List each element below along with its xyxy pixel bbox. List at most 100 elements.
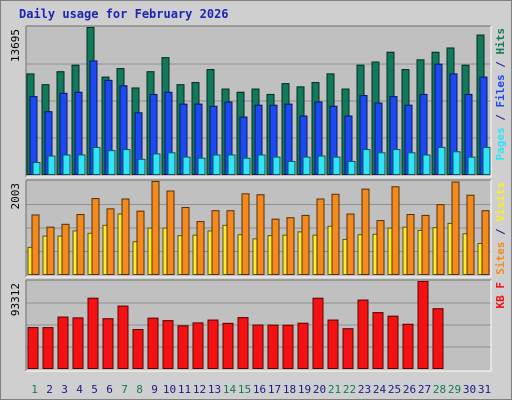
- bar-kb-f-day-19-edge: [297, 322, 309, 369]
- bar-pages-day-11: [182, 156, 191, 175]
- bar-sites-day-21-fill: [331, 193, 340, 275]
- bar-pages-day-26-fill: [407, 152, 416, 175]
- bar-sites-day-22-fill: [346, 213, 355, 275]
- bar-kb-f-day-14-fill: [222, 322, 234, 369]
- bar-sites-day-22-edge: [346, 213, 355, 275]
- day-tick-label: 7: [121, 383, 128, 396]
- bar-pages-day-31: [482, 146, 491, 176]
- bar-sites-day-27-edge: [421, 214, 430, 275]
- day-tick-label: 19: [298, 383, 311, 396]
- bar-kb-f-day-8-edge: [132, 329, 144, 369]
- bar-files-day-20-fill: [314, 101, 323, 175]
- bar-sites-day-20-fill: [316, 198, 325, 275]
- bar-kb-f-day-8-fill: [132, 329, 144, 369]
- bar-kb-f-day-25-fill: [387, 315, 399, 369]
- bar-pages-day-22-fill: [347, 160, 356, 175]
- bar-kb-f-day-28-fill: [432, 308, 444, 369]
- bar-pages-day-27-edge: [422, 154, 431, 176]
- bar-sites-day-30-edge: [466, 194, 475, 276]
- bar-pages-day-31-fill: [482, 146, 491, 175]
- bar-sites-day-14-fill: [226, 210, 235, 275]
- bar-sites-day-20: [316, 198, 325, 275]
- bar-files-day-18-fill: [284, 103, 293, 175]
- bar-kb-f-day-6-edge: [102, 318, 114, 370]
- bar-pages-day-7-edge: [122, 149, 131, 175]
- bar-kb-f-day-27-edge: [417, 281, 429, 369]
- bar-sites-day-23-fill: [361, 188, 370, 275]
- bar-pages-day-29-fill: [452, 151, 461, 175]
- day-tick-label: 25: [388, 383, 401, 396]
- day-tick-label: 28: [433, 383, 446, 396]
- bar-sites-day-24-fill: [376, 220, 385, 275]
- bar-kb-f-day-8: [132, 329, 144, 369]
- bar-pages-day-10: [167, 152, 176, 176]
- bar-sites-day-6-fill: [106, 208, 115, 275]
- bar-files-day-14-fill: [224, 101, 233, 175]
- bar-pages-day-30: [467, 156, 476, 175]
- bar-kb-f-day-11-edge: [177, 325, 189, 369]
- bar-sites-day-14-edge: [226, 210, 235, 275]
- bar-pages-day-9-fill: [152, 153, 161, 175]
- bar-kb-f-day-17-edge: [267, 324, 279, 369]
- bar-pages-day-5-fill: [92, 146, 101, 175]
- day-tick-label: 1: [31, 383, 38, 396]
- bar-files-day-4-fill: [74, 91, 83, 175]
- bar-pages-day-23-fill: [362, 149, 371, 175]
- bar-pages-day-11-edge: [182, 156, 191, 175]
- panel-3-series-label: KB F: [494, 282, 507, 309]
- bar-kb-f-day-4-fill: [72, 317, 84, 369]
- bar-files-day-10-fill: [164, 91, 173, 175]
- bar-pages-day-19-edge: [302, 156, 311, 175]
- bar-kb-f-day-13-fill: [207, 319, 219, 369]
- bar-pages-day-11-fill: [182, 156, 191, 175]
- bar-kb-f-day-27: [417, 281, 429, 369]
- bar-sites-day-12: [196, 221, 205, 276]
- bar-pages-day-15: [242, 157, 251, 175]
- day-tick-label: 12: [193, 383, 206, 396]
- bar-kb-f-day-3: [57, 316, 69, 369]
- bar-pages-day-19: [302, 156, 311, 175]
- bar-files-day-29-fill: [449, 73, 458, 175]
- bar-pages-day-30-fill: [467, 156, 476, 175]
- bar-sites-day-15-edge: [241, 193, 250, 275]
- bar-sites-day-29-fill: [451, 181, 460, 275]
- bar-kb-f-day-23-fill: [357, 299, 369, 369]
- day-tick-label: 5: [91, 383, 98, 396]
- bar-kb-f-day-28-edge: [432, 308, 444, 369]
- bar-pages-day-2-fill: [47, 155, 56, 175]
- bar-kb-f-day-25: [387, 315, 399, 370]
- bar-sites-day-19-fill: [301, 214, 310, 275]
- bar-sites-day-9-edge: [151, 181, 160, 275]
- bar-kb-f-day-26-fill: [402, 323, 414, 369]
- bar-pages-day-17-fill: [272, 156, 281, 175]
- day-tick-label: 29: [448, 383, 461, 396]
- bar-sites-day-25-edge: [391, 186, 400, 275]
- day-tick-label: 9: [151, 383, 158, 396]
- bar-kb-f-day-11: [177, 325, 189, 369]
- bar-kb-f-day-14: [222, 322, 234, 370]
- panel-1-ymax-label: 13695: [9, 29, 22, 62]
- bar-kb-f-day-7: [117, 305, 129, 370]
- bar-files-day-24-fill: [374, 102, 383, 175]
- bar-pages-day-6-edge: [107, 150, 116, 175]
- bar-kb-f-day-6: [102, 318, 114, 370]
- day-tick-label: 20: [313, 383, 326, 396]
- bar-kb-f-day-16-fill: [252, 324, 264, 369]
- series-label-part: Visits: [494, 182, 507, 222]
- series-label-part: Pages: [494, 127, 507, 160]
- chart-title: Daily usage for February 2026: [19, 7, 229, 21]
- bar-kb-f-day-28: [432, 308, 444, 369]
- bar-pages-day-29: [452, 151, 461, 175]
- bar-kb-f-day-7-edge: [117, 305, 129, 370]
- bar-pages-day-7-fill: [122, 149, 131, 175]
- bar-kb-f-day-25-edge: [387, 315, 399, 370]
- bar-sites-day-3-edge: [61, 223, 70, 275]
- bar-sites-day-1: [31, 214, 40, 276]
- bar-files-day-15-fill: [239, 116, 248, 175]
- bar-kb-f-day-1-edge: [27, 327, 39, 369]
- bar-pages-day-23: [362, 149, 371, 175]
- bar-pages-day-8: [137, 158, 146, 175]
- bar-kb-f-day-4: [72, 317, 84, 369]
- bar-pages-day-14: [227, 154, 236, 176]
- day-tick-label: 11: [178, 383, 191, 396]
